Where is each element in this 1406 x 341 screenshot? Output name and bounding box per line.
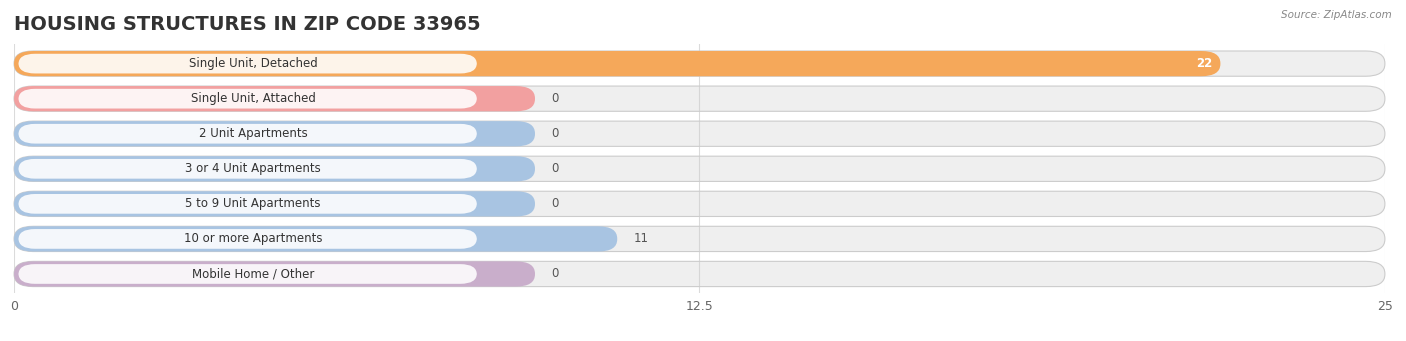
Text: HOUSING STRUCTURES IN ZIP CODE 33965: HOUSING STRUCTURES IN ZIP CODE 33965: [14, 15, 481, 34]
Text: 10 or more Apartments: 10 or more Apartments: [184, 233, 322, 246]
FancyBboxPatch shape: [18, 264, 477, 284]
FancyBboxPatch shape: [14, 191, 1385, 217]
Text: Mobile Home / Other: Mobile Home / Other: [193, 267, 315, 281]
FancyBboxPatch shape: [14, 261, 1385, 286]
Text: 11: 11: [634, 233, 648, 246]
Text: Single Unit, Attached: Single Unit, Attached: [191, 92, 315, 105]
FancyBboxPatch shape: [14, 226, 1385, 252]
FancyBboxPatch shape: [18, 194, 477, 214]
FancyBboxPatch shape: [18, 124, 477, 144]
Text: 0: 0: [551, 267, 558, 281]
Text: Single Unit, Detached: Single Unit, Detached: [188, 57, 318, 70]
FancyBboxPatch shape: [14, 86, 1385, 111]
FancyBboxPatch shape: [18, 159, 477, 179]
FancyBboxPatch shape: [14, 121, 534, 146]
FancyBboxPatch shape: [14, 51, 1385, 76]
Text: 5 to 9 Unit Apartments: 5 to 9 Unit Apartments: [186, 197, 321, 210]
Text: 0: 0: [551, 162, 558, 175]
Text: 0: 0: [551, 197, 558, 210]
Text: 0: 0: [551, 127, 558, 140]
Text: Source: ZipAtlas.com: Source: ZipAtlas.com: [1281, 10, 1392, 20]
FancyBboxPatch shape: [18, 89, 477, 108]
FancyBboxPatch shape: [14, 156, 1385, 181]
Text: 3 or 4 Unit Apartments: 3 or 4 Unit Apartments: [186, 162, 321, 175]
Text: 22: 22: [1197, 57, 1212, 70]
FancyBboxPatch shape: [14, 156, 534, 181]
FancyBboxPatch shape: [14, 121, 1385, 146]
FancyBboxPatch shape: [14, 261, 534, 286]
FancyBboxPatch shape: [14, 51, 1220, 76]
FancyBboxPatch shape: [14, 191, 534, 217]
FancyBboxPatch shape: [14, 86, 534, 111]
FancyBboxPatch shape: [14, 226, 617, 252]
Text: 0: 0: [551, 92, 558, 105]
FancyBboxPatch shape: [18, 229, 477, 249]
Text: 2 Unit Apartments: 2 Unit Apartments: [198, 127, 308, 140]
FancyBboxPatch shape: [18, 54, 477, 73]
